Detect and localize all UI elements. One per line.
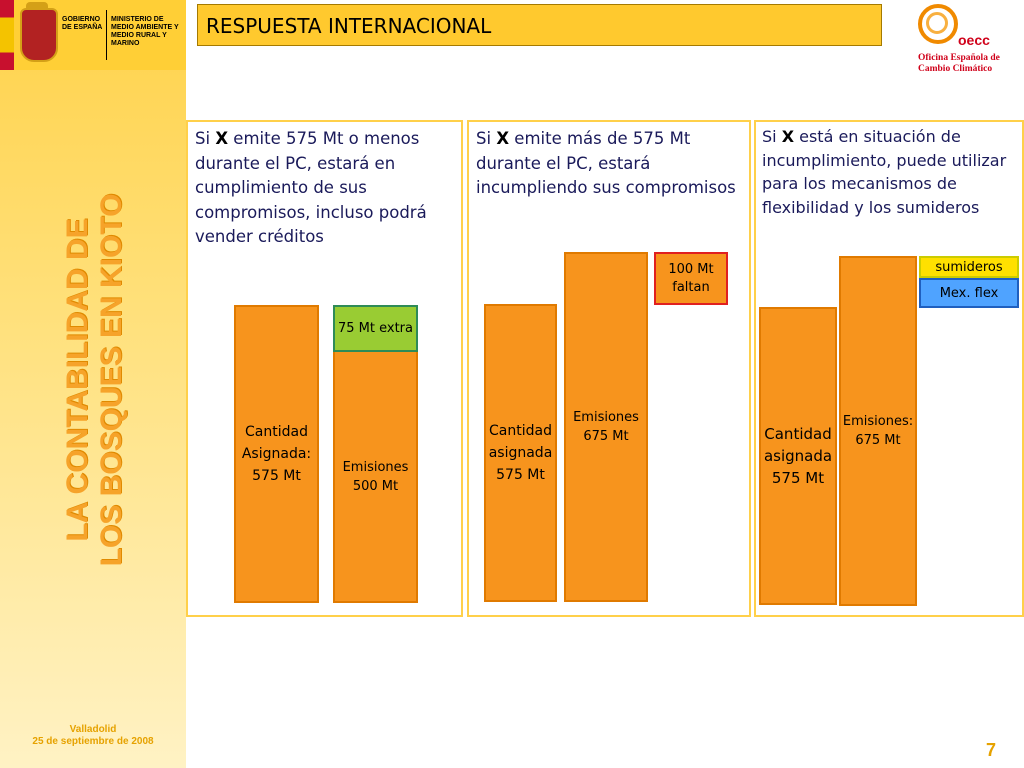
spain-flag-icon xyxy=(0,0,14,70)
oecc-name: oecc xyxy=(958,32,990,48)
page-title-box: RESPUESTA INTERNACIONAL xyxy=(197,4,882,46)
page-title: RESPUESTA INTERNACIONAL xyxy=(206,14,492,38)
footer-place-date: Valladolid 25 de septiembre de 2008 xyxy=(0,724,186,748)
panel-noncompliance-text: Si X emite más de 575 Mt durante el PC, … xyxy=(476,127,738,201)
logo-divider xyxy=(106,10,107,60)
sinks-label: sumideros xyxy=(935,259,1003,275)
vertical-title-line2: LOS BOSQUES EN KIOTO xyxy=(95,193,128,567)
vertical-title-line1: LA CONTABILIDAD DE xyxy=(61,218,94,542)
government-label: GOBIERNO DE ESPAÑA xyxy=(62,16,103,31)
bar-assigned-label: Cantidad asignada 575 Mt xyxy=(763,425,833,487)
bar-assigned-amount: Cantidad Asignada: 575 Mt xyxy=(234,305,319,603)
panel-text-x: X xyxy=(215,129,229,148)
bar-assigned-amount: Cantidad asignada 575 Mt xyxy=(484,304,557,602)
panel-text-x: X xyxy=(781,127,795,146)
sidebar xyxy=(0,0,186,768)
oecc-logo-inner-icon xyxy=(926,12,948,34)
page-number: 7 xyxy=(986,740,997,760)
bar-assigned-label: Cantidad asignada 575 Mt xyxy=(488,423,553,483)
panel-text-post: está en situación de incumplimiento, pue… xyxy=(762,127,1007,217)
oecc-subtitle: Oficina Española de Cambio Climático xyxy=(918,53,1000,74)
extra-credits-box: 75 Mt extra xyxy=(333,305,418,352)
bar-emissions-label: Emisiones 500 Mt xyxy=(342,459,409,494)
panel-text-pre: Si xyxy=(476,129,497,148)
extra-credits-label: 75 Mt extra xyxy=(338,321,413,336)
oecc-logo-icon xyxy=(918,4,958,44)
bar-emissions: Emisiones 500 Mt xyxy=(333,350,418,603)
panel-compliance-text: Si X emite 575 Mt o menos durante el PC,… xyxy=(195,127,457,250)
deficit-label: 100 Mt faltan xyxy=(668,261,714,295)
coat-of-arms-icon xyxy=(20,8,58,62)
bar-emissions-label: Emisiones: 675 Mt xyxy=(842,414,914,448)
flex-mechanisms-label: Mex. flex xyxy=(939,285,999,301)
bar-assigned-label: Cantidad Asignada: 575 Mt xyxy=(241,424,312,484)
bar-emissions: Emisiones: 675 Mt xyxy=(839,256,917,606)
ministry-label: MINISTERIO DE MEDIO AMBIENTE Y MEDIO RUR… xyxy=(111,16,179,47)
panel-text-post: emite 575 Mt o menos durante el PC, esta… xyxy=(195,129,427,246)
vertical-title: LA CONTABILIDAD DE LOS BOSQUES EN KIOTO xyxy=(55,170,135,590)
crown-icon xyxy=(26,2,48,12)
bar-emissions-label: Emisiones 675 Mt xyxy=(573,410,639,444)
footer-place: Valladolid xyxy=(69,724,117,735)
sinks-box: sumideros xyxy=(919,256,1019,278)
panel-text-pre: Si xyxy=(762,127,782,146)
bar-assigned-amount: Cantidad asignada 575 Mt xyxy=(759,307,837,605)
panel-text-x: X xyxy=(496,129,510,148)
panel-text-pre: Si xyxy=(195,129,216,148)
panel-flexibility-text: Si X está en situación de incumplimiento… xyxy=(762,125,1020,219)
deficit-box: 100 Mt faltan xyxy=(654,252,728,305)
flex-mechanisms-box: Mex. flex xyxy=(919,278,1019,308)
footer-date: 25 de septiembre de 2008 xyxy=(32,736,154,747)
panel-text-post: emite más de 575 Mt durante el PC, estar… xyxy=(476,129,736,197)
bar-emissions: Emisiones 675 Mt xyxy=(564,252,648,602)
